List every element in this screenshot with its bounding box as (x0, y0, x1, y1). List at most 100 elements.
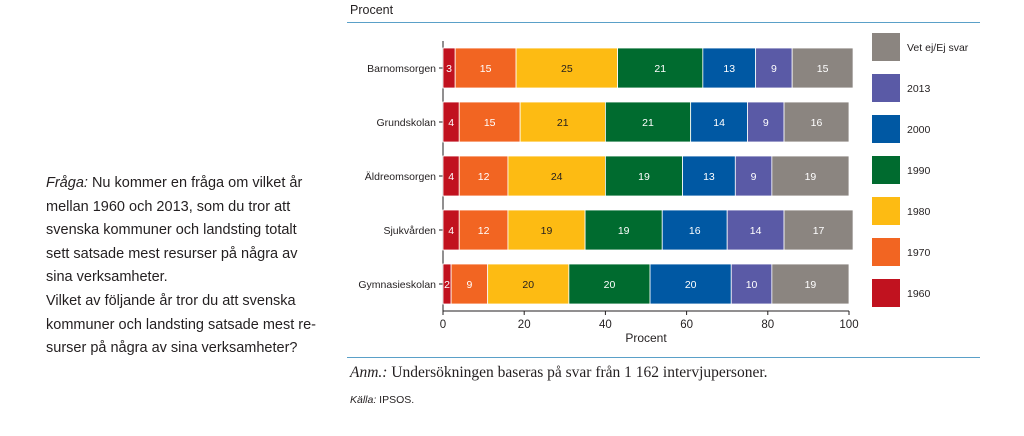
legend-swatch (872, 197, 900, 225)
note-text: Undersökningen baseras på svar från 1 16… (387, 364, 768, 381)
category-label: Gymnasieskolan (358, 279, 436, 291)
x-tick-label: 20 (518, 319, 531, 331)
legend-swatch (872, 74, 900, 102)
data-label: 4 (448, 171, 454, 183)
note-label: Anm.: (350, 364, 388, 381)
data-label: 12 (478, 171, 490, 183)
data-label: 25 (561, 63, 573, 75)
source-label: Källa: (350, 394, 377, 406)
bar-segment (771, 263, 850, 305)
chart-source: Källa: IPSOS. (350, 394, 414, 406)
question-label: Fråga: (46, 175, 88, 191)
bar-segment (605, 155, 683, 197)
bar-segment (791, 47, 854, 89)
bar-segment (734, 155, 773, 197)
bar-segment (458, 209, 509, 251)
legend-label: 1990 (907, 165, 931, 177)
top-divider (347, 22, 980, 23)
data-label: 15 (484, 117, 496, 129)
x-tick-label: 60 (680, 319, 693, 331)
bar-segment (605, 101, 692, 143)
bottom-divider (347, 357, 980, 358)
data-label: 14 (750, 225, 762, 237)
bar-segment (726, 209, 785, 251)
legend-label: 1960 (907, 288, 931, 300)
bar-segment (454, 47, 517, 89)
data-label: 15 (480, 63, 492, 75)
data-label: 19 (541, 225, 553, 237)
data-label: 10 (746, 279, 758, 291)
bar-segment (458, 101, 521, 143)
bar-segment (649, 263, 732, 305)
bar-segment (458, 155, 509, 197)
x-tick-label: 0 (440, 319, 446, 331)
bar-segment (507, 155, 606, 197)
legend-swatch (872, 33, 900, 61)
data-label: 9 (751, 171, 757, 183)
question-line-4: sina verksamheter. (46, 269, 168, 286)
bar-segment (584, 209, 663, 251)
bar-segment (771, 155, 850, 197)
category-label: Barnomsorgen (367, 63, 436, 75)
data-label: 21 (557, 117, 569, 129)
data-label: 4 (448, 225, 454, 237)
data-label: 4 (448, 117, 454, 129)
question-line-1: mellan 1960 och 2013, som du tror att (46, 198, 291, 215)
data-label: 24 (551, 171, 563, 183)
data-label: 3 (446, 63, 452, 75)
question-text: Fråga: Nu kommer en fråga om vilket år m… (46, 172, 336, 361)
data-label: 19 (638, 171, 650, 183)
data-label: 21 (642, 117, 654, 129)
bar-segment (702, 47, 757, 89)
legend-label: 2000 (907, 124, 931, 136)
x-axis-label: Procent (625, 331, 667, 345)
source-text: IPSOS. (376, 394, 415, 406)
question-line-7: surser på några av sina verksamheter? (46, 340, 298, 357)
data-label: 19 (618, 225, 630, 237)
data-label: 9 (771, 63, 777, 75)
data-label: 20 (685, 279, 697, 291)
question-line-2: svenska kommuner och landsting totalt (46, 222, 297, 239)
data-label: 15 (817, 63, 829, 75)
legend-swatch (872, 156, 900, 184)
question-line-5: Vilket av följande år tror du att svensk… (46, 292, 296, 309)
bar-segment (661, 209, 728, 251)
x-tick-label: 40 (599, 319, 612, 331)
data-label: 21 (654, 63, 666, 75)
data-label: 19 (805, 171, 817, 183)
legend-label: 1980 (907, 206, 931, 218)
data-label: 16 (811, 117, 823, 129)
question-line-0: Nu kommer en fråga om vilket år (87, 175, 303, 191)
category-label: Sjukvården (383, 225, 436, 237)
bar-segment (747, 101, 785, 143)
chart-note: Anm.: Undersökningen baseras på svar frå… (350, 364, 768, 382)
legend-swatch (872, 115, 900, 143)
legend-swatch (872, 238, 900, 266)
data-label: 2 (444, 279, 450, 291)
bar-segment (730, 263, 773, 305)
legend-label: 1970 (907, 247, 931, 259)
legend-label: 2013 (907, 83, 931, 95)
bar-segment (519, 101, 606, 143)
x-tick-label: 100 (839, 319, 858, 331)
x-tick-label: 80 (761, 319, 774, 331)
data-label: 12 (478, 225, 490, 237)
data-label: 20 (522, 279, 534, 291)
data-label: 13 (703, 171, 715, 183)
data-label: 16 (689, 225, 701, 237)
bar-segment (783, 209, 854, 251)
data-label: 9 (763, 117, 769, 129)
bar-segment (755, 47, 793, 89)
data-label: 9 (466, 279, 472, 291)
bar-segment (507, 209, 586, 251)
chart-title: Procent (350, 3, 394, 17)
question-line-6: kommuner och landsting satsade mest re- (46, 316, 316, 333)
legend-swatch (872, 279, 900, 307)
bar-segment (515, 47, 618, 89)
bar-segment (690, 101, 748, 143)
question-line-3: sett satsade mest resurser på några av (46, 245, 298, 262)
bar-segment (568, 263, 651, 305)
category-label: Grundskolan (376, 117, 436, 129)
bar-segment (682, 155, 736, 197)
data-label: 20 (604, 279, 616, 291)
